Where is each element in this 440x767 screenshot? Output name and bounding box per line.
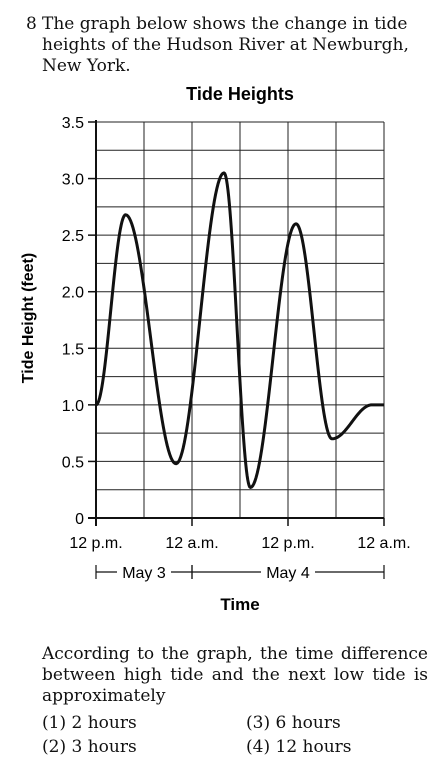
option-3[interactable]: (3) 6 hours [246, 713, 341, 733]
x-tick-label: 12 p.m. [69, 535, 122, 552]
y-tick-label: 2.0 [62, 285, 84, 302]
x-axis-label: Time [220, 595, 259, 614]
range-label: May 3 [122, 565, 166, 582]
y-tick-label: 1.5 [62, 341, 84, 358]
y-tick-label: 0.5 [62, 454, 84, 471]
question-number: 8 [26, 14, 37, 34]
option-key: (3) [246, 713, 271, 733]
option-text: 6 hours [275, 713, 341, 733]
y-axis-label: Tide Height (feet) [20, 253, 37, 383]
option-text: 12 hours [275, 737, 352, 757]
tide-chart: Tide Heights 0 0.5 1.0 1.5 2.0 2.5 3.0 3.5 12 p… [20, 84, 411, 614]
option-text: 2 hours [71, 713, 137, 733]
y-ticks: 0 0.5 1.0 1.5 2.0 2.5 3.0 3.5 [62, 115, 96, 528]
chart-title: Tide Heights [186, 84, 294, 104]
option-text: 3 hours [71, 737, 137, 757]
option-key: (2) [42, 737, 67, 757]
x-tick-label: 12 a.m. [165, 535, 218, 552]
question-text: The graph below shows the change in tide… [42, 14, 409, 76]
y-tick-label: 3.0 [62, 172, 84, 189]
y-tick-label: 2.5 [62, 228, 84, 245]
option-key: (4) [246, 737, 271, 757]
question-prompt: According to the graph, the time differe… [42, 644, 428, 706]
x-ticks: 12 p.m. 12 a.m. 12 p.m. 12 a.m. [69, 518, 411, 552]
y-tick-label: 1.0 [62, 398, 84, 415]
series-line [95, 171, 386, 489]
date-ranges: May 3 May 4 [95, 565, 385, 582]
option-1[interactable]: (1) 2 hours [42, 713, 137, 733]
y-tick-label: 0 [75, 511, 84, 528]
option-2[interactable]: (2) 3 hours [42, 737, 137, 757]
x-tick-label: 12 a.m. [357, 535, 410, 552]
y-tick-label: 3.5 [62, 115, 84, 132]
option-4[interactable]: (4) 12 hours [246, 737, 352, 757]
option-key: (1) [42, 713, 67, 733]
range-label: May 4 [266, 565, 310, 582]
x-tick-label: 12 p.m. [261, 535, 314, 552]
